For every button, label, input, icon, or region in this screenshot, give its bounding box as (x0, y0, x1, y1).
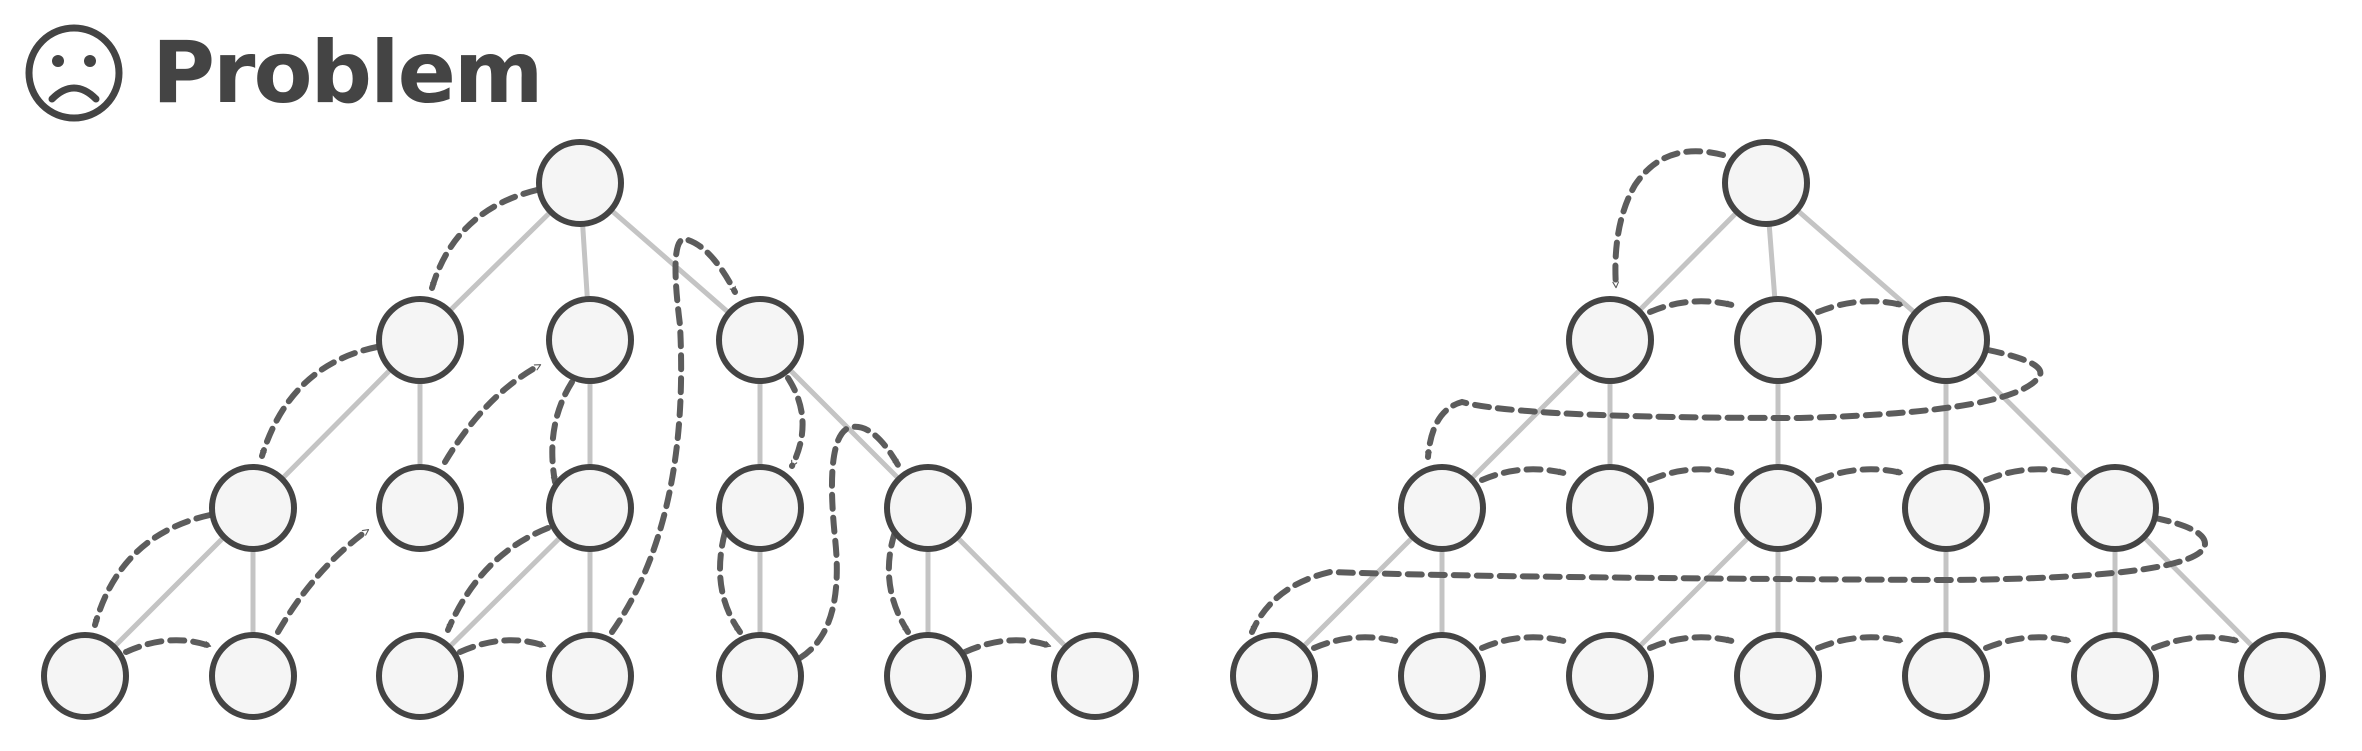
frowning-face-icon (25, 24, 123, 122)
tree-node (1734, 464, 1822, 552)
depth-first-traversal-tree (41, 139, 1139, 720)
tree-node (376, 464, 464, 552)
header: Problem (22, 18, 544, 128)
tree-node (2071, 632, 2159, 720)
tree-node (536, 139, 624, 227)
tree-node (41, 632, 129, 720)
tree-node (884, 464, 972, 552)
tree-node (1398, 632, 1486, 720)
tree-node (1734, 296, 1822, 384)
tree-edges (82, 180, 1098, 679)
tree-node (1398, 464, 1486, 552)
tree-node (716, 296, 804, 384)
tree-node (1722, 139, 1810, 227)
tree-node (716, 464, 804, 552)
tree-node (546, 632, 634, 720)
tree-node (1566, 632, 1654, 720)
tree-node (1902, 296, 1990, 384)
traversal-arrows (1249, 148, 2241, 651)
tree-node (376, 296, 464, 384)
breadth-first-traversal-tree (1230, 139, 2326, 720)
tree-nodes (41, 139, 1139, 720)
tree-nodes (1230, 139, 2326, 720)
tree-node (884, 632, 972, 720)
tree-edges (1271, 180, 2285, 679)
tree-node (546, 464, 634, 552)
tree-node (1566, 464, 1654, 552)
tree-node (546, 296, 634, 384)
tree-node (1566, 296, 1654, 384)
traversal-arrows (92, 187, 1053, 661)
tree-node (209, 632, 297, 720)
page-title: Problem (152, 23, 544, 123)
tree-node (1902, 464, 1990, 552)
tree-node (2071, 464, 2159, 552)
tree-node (1734, 632, 1822, 720)
tree-node (1902, 632, 1990, 720)
tree-node (1230, 632, 1318, 720)
tree-node (376, 632, 464, 720)
tree-node (716, 632, 804, 720)
tree-node (2238, 632, 2326, 720)
tree-node (209, 464, 297, 552)
tree-node (1051, 632, 1139, 720)
